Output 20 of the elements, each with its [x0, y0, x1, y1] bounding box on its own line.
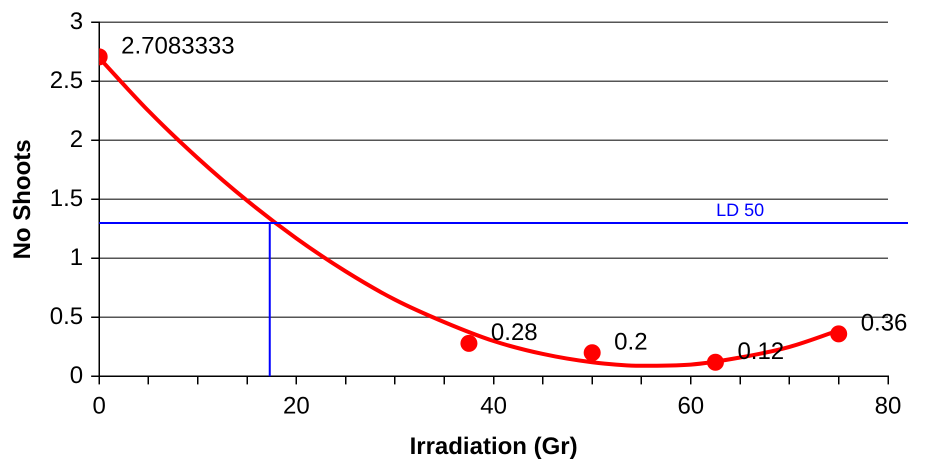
y-tick-label: 0.5 — [50, 303, 84, 330]
x-tick-label: 0 — [92, 392, 106, 420]
x-tick-label: 40 — [480, 392, 507, 420]
y-tick-label: 2.5 — [50, 67, 84, 94]
data-label: 2.7083333 — [121, 32, 235, 60]
y-tick-label: 3 — [70, 8, 84, 36]
y-tick-label: 1.5 — [50, 185, 84, 212]
y-tick-label: 0 — [70, 362, 84, 390]
y-tick-label: 1 — [70, 244, 84, 272]
x-tick-label: 80 — [874, 392, 902, 420]
y-axis-title: No Shoots — [9, 139, 36, 260]
x-tick-label: 60 — [677, 392, 704, 420]
ref-line-label: LD 50 — [716, 200, 764, 220]
point — [584, 344, 601, 362]
data-label: 0.2 — [614, 328, 648, 356]
y-tick-label: 2 — [70, 126, 84, 154]
x-tick-label: 20 — [283, 392, 310, 420]
data-label: 0.36 — [860, 310, 908, 337]
x-axis-title: Irradiation (Gr) — [410, 433, 578, 460]
data-label: 0.28 — [490, 318, 538, 346]
